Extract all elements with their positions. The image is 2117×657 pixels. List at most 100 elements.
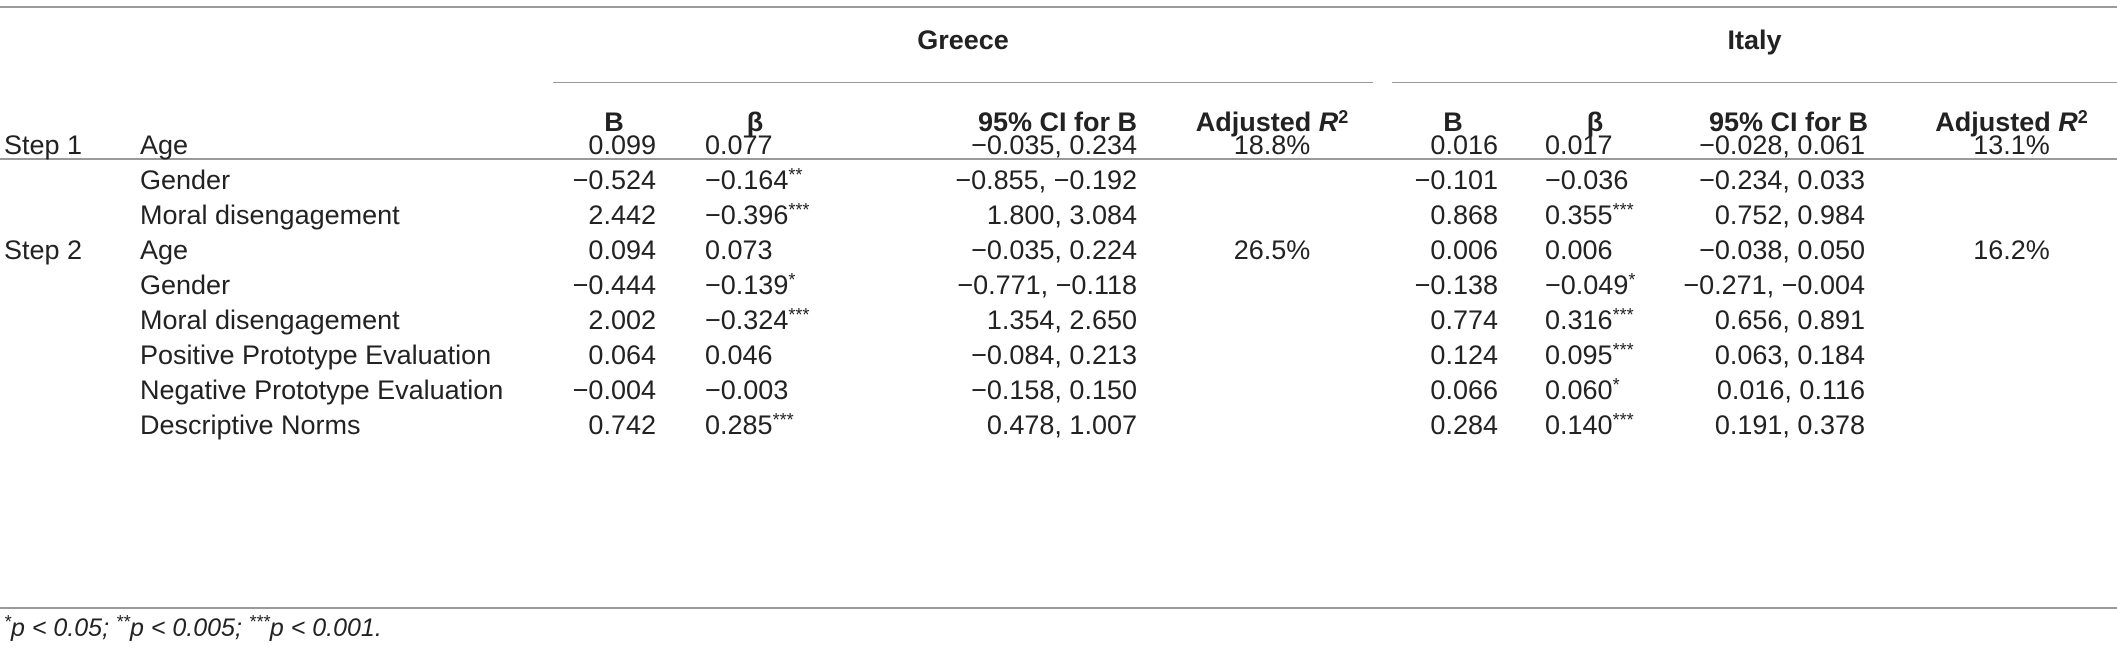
significance-marker: ***: [788, 200, 810, 220]
step-cell: [4, 160, 114, 200]
significance-marker: ***: [788, 305, 810, 325]
italy-beta-cell: 0.017: [1545, 125, 1705, 165]
greece-b-cell: −0.444: [572, 270, 656, 300]
col-header-greece-beta: β: [746, 107, 764, 137]
italy-r2-cell: [1906, 370, 2117, 410]
greece-beta-cell: 0.077: [705, 125, 865, 165]
greece-beta-cell: −0.164**: [705, 160, 865, 200]
italy-ci-cell: 0.063, 0.184: [1714, 340, 1865, 370]
greece-r2-cell: [1172, 265, 1372, 305]
variable-cell: Gender: [140, 270, 231, 300]
italy-b-cell: −0.101: [1414, 165, 1498, 195]
beta-value: 0.046: [705, 340, 773, 370]
footnote-sig-3: ***: [248, 612, 270, 632]
greece-r2-cell: 26.5%: [1233, 235, 1311, 265]
significance-marker: **: [788, 165, 803, 185]
header-bottom-rule: [0, 158, 2117, 160]
greece-ci-cell: −0.084, 0.213: [971, 340, 1137, 370]
col-header-italy-b: B: [1443, 107, 1463, 137]
significance-marker: ***: [1612, 305, 1634, 325]
footnote-text-1: p < 0.05;: [11, 614, 116, 642]
step-cell: [4, 335, 114, 375]
italy-b-cell: −0.138: [1414, 270, 1498, 300]
greece-ci-cell: −0.158, 0.150: [971, 375, 1137, 405]
italy-group-rule: [1392, 82, 2117, 83]
col-header-italy-ci: 95% CI for B: [1708, 107, 1868, 137]
step-cell: Step 1: [4, 130, 83, 160]
italy-b-cell: 0.016: [1430, 130, 1498, 160]
greece-b-cell: 0.099: [588, 130, 656, 160]
r-symbol: R: [1318, 107, 1339, 137]
col-header-greece-b: B: [604, 107, 624, 137]
col-header-greece-adjusted-r2: Adjusted R2: [1172, 102, 1372, 142]
r-exponent: 2: [2077, 107, 2088, 127]
italy-r2-cell: [1906, 195, 2117, 235]
beta-value: 0.073: [705, 235, 773, 265]
beta-value: −0.003: [705, 375, 789, 405]
italy-ci-cell: −0.234, 0.033: [1699, 165, 1865, 195]
r-symbol: R: [2058, 107, 2078, 137]
italy-beta-cell: 0.355***: [1545, 195, 1705, 235]
beta-value: −0.139: [705, 270, 789, 300]
top-rule: [0, 6, 2117, 8]
beta-value: −0.324: [705, 305, 789, 335]
beta-value: 0.017: [1545, 130, 1613, 160]
greece-b-cell: 0.094: [588, 235, 656, 265]
beta-value: 0.140: [1545, 410, 1613, 440]
significance-marker: *: [1628, 270, 1636, 290]
significance-marker: *: [788, 270, 796, 290]
variable-cell: Descriptive Norms: [140, 410, 361, 440]
italy-r2-cell: [1906, 265, 2117, 305]
italy-b-cell: 0.124: [1430, 340, 1498, 370]
variable-cell: Age: [140, 235, 189, 265]
adjusted-label: Adjusted: [1935, 107, 2059, 137]
italy-beta-cell: −0.036: [1545, 160, 1705, 200]
group-header-italy: Italy: [1727, 25, 1782, 55]
greece-ci-cell: −0.771, −0.118: [957, 270, 1137, 300]
italy-b-cell: 0.006: [1430, 235, 1498, 265]
greece-ci-cell: −0.035, 0.224: [971, 235, 1137, 265]
group-header-greece: Greece: [917, 25, 1009, 55]
beta-value: 0.316: [1545, 305, 1613, 335]
greece-beta-cell: −0.396***: [705, 195, 865, 235]
italy-r2-cell: [1906, 405, 2117, 445]
greece-r2-cell: [1172, 405, 1372, 445]
step-cell: [4, 370, 114, 410]
greece-b-cell: 2.442: [588, 200, 656, 230]
italy-ci-cell: −0.038, 0.050: [1699, 235, 1865, 265]
variable-cell: Positive Prototype Evaluation: [140, 340, 492, 370]
beta-value: −0.396: [705, 200, 789, 230]
col-header-italy-adjusted-r2: Adjusted R2: [1906, 102, 2117, 142]
italy-beta-cell: 0.316***: [1545, 300, 1705, 340]
beta-value: 0.095: [1545, 340, 1613, 370]
footnote-sig-1: *: [4, 612, 12, 632]
beta-value: −0.049: [1545, 270, 1629, 300]
italy-ci-cell: 0.016, 0.116: [1716, 375, 1865, 405]
significance-marker: ***: [772, 410, 794, 430]
footnote-sig-2: **: [115, 612, 130, 632]
beta-value: 0.077: [705, 130, 773, 160]
beta-value: 0.285: [705, 410, 773, 440]
greece-b-cell: 0.064: [588, 340, 656, 370]
greece-ci-cell: 1.800, 3.084: [986, 200, 1137, 230]
table-bottom-rule: [0, 607, 2117, 609]
greece-r2-cell: [1172, 160, 1372, 200]
step-cell: [4, 300, 114, 340]
italy-beta-cell: 0.060*: [1545, 370, 1705, 410]
greece-r2-cell: [1172, 370, 1372, 410]
italy-ci-cell: −0.271, −0.004: [1683, 270, 1865, 300]
italy-beta-cell: 0.095***: [1545, 335, 1705, 375]
adjusted-label: Adjusted: [1195, 107, 1319, 137]
greece-ci-cell: −0.855, −0.192: [955, 165, 1137, 195]
footnote-text-2: p < 0.005;: [129, 614, 249, 642]
step-cell: [4, 195, 114, 235]
step-cell: [4, 405, 114, 445]
greece-r2-cell: [1172, 300, 1372, 340]
significance-marker: *: [1612, 375, 1620, 395]
italy-r2-cell: [1906, 160, 2117, 200]
greece-ci-cell: −0.035, 0.234: [971, 130, 1137, 160]
step-cell: [4, 265, 114, 305]
italy-beta-cell: 0.140***: [1545, 405, 1705, 445]
italy-ci-cell: 0.191, 0.378: [1714, 410, 1865, 440]
italy-r2-cell: 13.1%: [1973, 130, 2050, 160]
